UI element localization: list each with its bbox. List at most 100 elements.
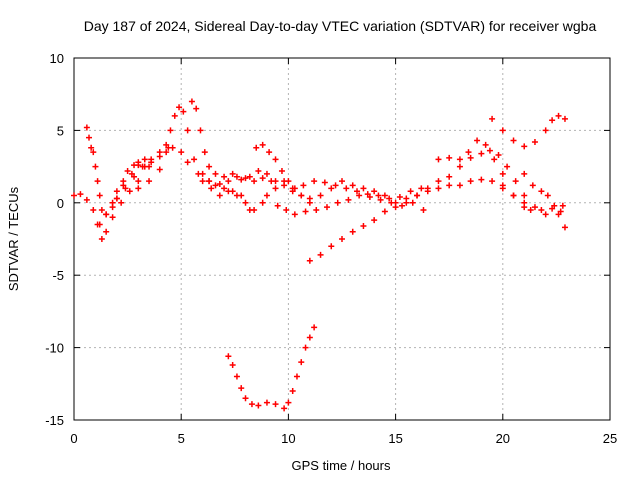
data-point: [233, 192, 240, 199]
data-point: [278, 167, 285, 174]
data-point: [96, 221, 103, 228]
data-point: [88, 144, 95, 151]
data-point: [169, 144, 176, 151]
data-point: [141, 156, 148, 163]
data-point: [83, 196, 90, 203]
data-point: [349, 182, 356, 189]
data-point: [77, 191, 84, 198]
data-point: [113, 195, 120, 202]
data-point: [418, 185, 425, 192]
data-point: [302, 208, 309, 215]
data-point: [206, 163, 213, 170]
data-point: [403, 199, 410, 206]
data-point: [126, 188, 133, 195]
data-point: [242, 395, 249, 402]
data-point: [446, 182, 453, 189]
data-point: [499, 127, 506, 134]
data-point: [167, 127, 174, 134]
y-tick-label: 10: [50, 51, 64, 66]
data-point: [291, 185, 298, 192]
data-point: [109, 214, 116, 221]
data-marks: [71, 98, 568, 412]
data-point: [221, 173, 228, 180]
data-point: [510, 137, 517, 144]
data-point: [94, 178, 101, 185]
data-point: [414, 192, 421, 199]
data-point: [103, 228, 110, 235]
data-point: [521, 143, 528, 150]
data-point: [371, 217, 378, 224]
data-point: [176, 104, 183, 111]
series-track-10: [306, 176, 506, 264]
data-point: [527, 207, 534, 214]
data-point: [131, 173, 138, 180]
data-point: [233, 173, 240, 180]
data-point: [103, 211, 110, 218]
data-point: [306, 199, 313, 206]
data-point: [266, 149, 273, 156]
data-point: [259, 199, 266, 206]
series-track-9: [274, 192, 427, 218]
data-point: [392, 204, 399, 211]
data-point: [420, 207, 427, 214]
data-point: [212, 170, 219, 177]
data-point: [263, 399, 270, 406]
data-point: [124, 167, 131, 174]
data-point: [504, 163, 511, 170]
data-point: [216, 192, 223, 199]
data-point: [199, 178, 206, 185]
data-point: [300, 182, 307, 189]
data-point: [313, 207, 320, 214]
series-track-11: [392, 137, 534, 214]
data-point: [96, 192, 103, 199]
data-point: [343, 185, 350, 192]
y-tick-labels: -15 -10 -5 0 5 10: [45, 51, 64, 428]
data-point: [272, 156, 279, 163]
data-point: [349, 228, 356, 235]
data-point: [281, 405, 288, 412]
data-point: [375, 192, 382, 199]
y-tick-label: -15: [45, 413, 64, 428]
y-tick-label: 5: [57, 123, 64, 138]
x-tick-label: 0: [70, 431, 77, 446]
data-point: [253, 144, 260, 151]
data-point: [298, 359, 305, 366]
series-track-14: [521, 170, 568, 231]
data-point: [293, 373, 300, 380]
data-point: [407, 188, 414, 195]
data-point: [561, 224, 568, 231]
x-tick-label: 15: [388, 431, 402, 446]
data-point: [289, 388, 296, 395]
data-point: [233, 373, 240, 380]
data-point: [291, 211, 298, 218]
data-point: [544, 192, 551, 199]
data-point: [274, 202, 281, 209]
data-point: [242, 175, 249, 182]
data-point: [184, 159, 191, 166]
data-point: [529, 182, 536, 189]
data-point: [317, 251, 324, 258]
series-track-3: [96, 159, 155, 228]
data-point: [538, 188, 545, 195]
y-axis-label: SDTVAR / TECUs: [6, 186, 21, 291]
data-point: [491, 156, 498, 163]
data-point: [251, 178, 258, 185]
data-point: [512, 178, 519, 185]
data-point: [255, 167, 262, 174]
data-point: [555, 112, 562, 119]
data-point: [478, 176, 485, 183]
data-point: [561, 115, 568, 122]
data-point: [193, 105, 200, 112]
series-track-16: [225, 324, 318, 412]
data-point: [486, 147, 493, 154]
data-point: [399, 202, 406, 209]
data-point: [146, 178, 153, 185]
data-point: [272, 178, 279, 185]
x-tick-label: 10: [281, 431, 295, 446]
data-point: [456, 182, 463, 189]
data-point: [298, 192, 305, 199]
data-point: [542, 127, 549, 134]
data-point: [510, 192, 517, 199]
data-point: [499, 185, 506, 192]
data-point: [435, 178, 442, 185]
